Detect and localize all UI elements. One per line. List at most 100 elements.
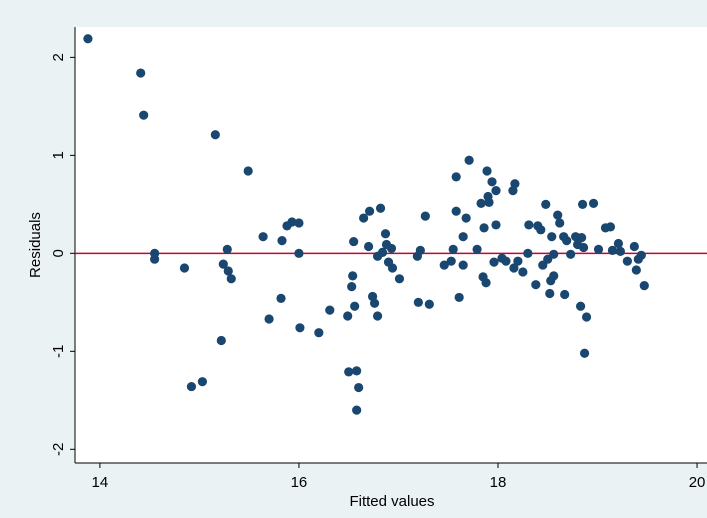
- point: [501, 256, 511, 266]
- point: [139, 110, 149, 120]
- point: [369, 298, 380, 308]
- point: [350, 301, 360, 311]
- point: [197, 377, 207, 387]
- point: [424, 299, 434, 309]
- point: [536, 225, 546, 235]
- point: [294, 248, 304, 258]
- point: [448, 244, 458, 255]
- point: [461, 213, 471, 223]
- x-tick-label: 18: [490, 474, 507, 491]
- point: [531, 280, 541, 290]
- point: [513, 256, 523, 266]
- point: [555, 218, 565, 228]
- point: [615, 246, 626, 256]
- point: [613, 238, 624, 249]
- point: [446, 256, 456, 266]
- x-tick-label: 14: [92, 474, 109, 491]
- point: [523, 248, 533, 258]
- point: [420, 211, 430, 221]
- point: [348, 271, 358, 281]
- x-tick-label: 20: [689, 474, 706, 491]
- y-tick-label: -1: [50, 345, 67, 358]
- point: [352, 366, 362, 376]
- point: [510, 179, 520, 189]
- point: [264, 314, 274, 324]
- y-tick-label: -2: [50, 443, 67, 456]
- point: [451, 172, 461, 182]
- point: [479, 223, 489, 233]
- point: [223, 266, 233, 276]
- point: [243, 166, 253, 176]
- point: [631, 265, 641, 275]
- x-tick-label: 16: [291, 474, 308, 491]
- point: [636, 250, 646, 260]
- point: [364, 241, 374, 252]
- point: [489, 257, 499, 267]
- point: [354, 382, 364, 393]
- point: [365, 206, 375, 216]
- point: [545, 288, 555, 299]
- point: [454, 292, 464, 303]
- point: [458, 232, 468, 242]
- point: [375, 203, 386, 213]
- point: [394, 274, 405, 284]
- point: [547, 232, 557, 242]
- point: [491, 220, 501, 230]
- point: [605, 222, 616, 232]
- point: [380, 229, 391, 239]
- y-tick-label: 1: [50, 151, 67, 159]
- point: [629, 241, 639, 252]
- point: [226, 274, 236, 284]
- y-tick-label: 2: [50, 53, 67, 61]
- point: [481, 278, 491, 288]
- point: [518, 267, 528, 277]
- y-axis-title: Residuals: [27, 212, 44, 278]
- point: [549, 249, 559, 259]
- point: [607, 245, 618, 255]
- point: [314, 328, 324, 338]
- point: [258, 232, 268, 242]
- point: [295, 323, 305, 333]
- point: [576, 301, 586, 311]
- point: [622, 256, 632, 266]
- point: [553, 210, 563, 220]
- point: [588, 198, 599, 208]
- point: [352, 405, 362, 415]
- point: [372, 311, 383, 321]
- point: [560, 289, 570, 300]
- point: [562, 235, 572, 246]
- point: [509, 263, 519, 273]
- point: [566, 249, 576, 259]
- point: [578, 242, 589, 253]
- point: [581, 312, 592, 322]
- point: [593, 244, 604, 255]
- point: [458, 260, 468, 270]
- point: [439, 260, 449, 270]
- y-tick-label: 0: [50, 249, 67, 257]
- point: [464, 155, 474, 165]
- point: [491, 186, 501, 196]
- point: [287, 217, 297, 227]
- point: [524, 220, 534, 230]
- point: [186, 381, 197, 392]
- point: [577, 199, 588, 209]
- point: [386, 243, 397, 254]
- point: [325, 305, 335, 315]
- point: [359, 213, 369, 223]
- point: [218, 259, 228, 269]
- point: [377, 247, 388, 257]
- point: [639, 281, 649, 291]
- point: [83, 34, 93, 44]
- point: [294, 218, 304, 228]
- point: [541, 199, 551, 209]
- point: [277, 235, 287, 246]
- point: [150, 254, 160, 264]
- point: [179, 263, 190, 273]
- point: [347, 282, 357, 292]
- point: [413, 297, 423, 307]
- point: [579, 348, 590, 358]
- point: [344, 367, 354, 377]
- point: [487, 177, 497, 187]
